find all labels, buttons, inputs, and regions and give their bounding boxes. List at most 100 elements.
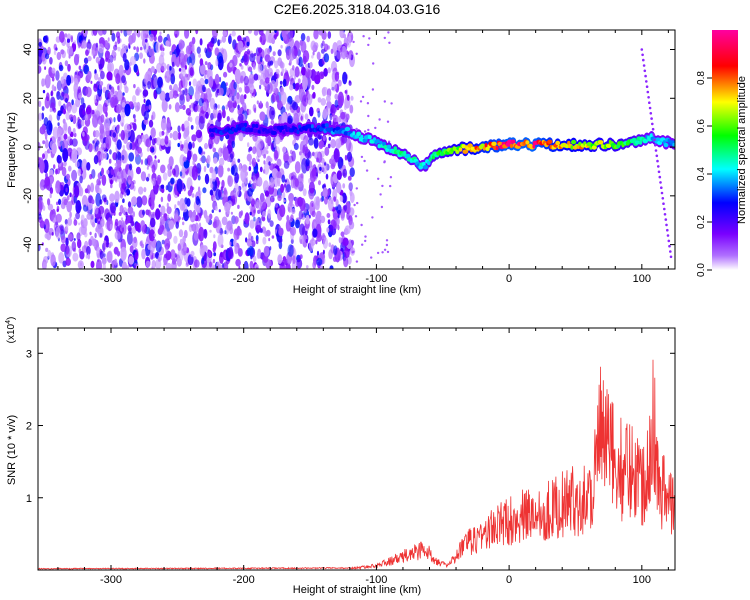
spectrogram-noise-blob [72, 114, 77, 125]
spectrogram-noise-blob [44, 74, 51, 89]
spectrogram-noise-blob [57, 142, 60, 147]
spectrogram-noise-blob [77, 42, 81, 49]
spectrogram-noise-blob [149, 242, 155, 253]
spectrogram-noise-blob [86, 245, 91, 256]
spectrogram-noise-blob [317, 97, 322, 103]
spectrogram-noise-blob [344, 90, 347, 94]
spectrogram-noise-blob [47, 198, 51, 206]
spectrogram-noise-blob [71, 103, 78, 114]
spectrogram-noise-blob [110, 202, 117, 214]
colorbar-tick-label: 0.0 [696, 263, 707, 277]
spectrogram-noise-blob [191, 134, 197, 142]
spectrogram-streak-point [660, 186, 663, 189]
spectrogram-noise-blob [333, 245, 338, 256]
spectrogram-noise-blob [244, 85, 250, 94]
spectrogram-noise-blob [298, 210, 304, 220]
spectrogram-noise-blob [348, 53, 352, 59]
spectrogram-noise-blob [274, 135, 281, 145]
spectrogram-ridge-point [510, 139, 516, 144]
spectrogram-noise-blob [257, 136, 261, 143]
spectrogram-noise-blob [336, 204, 342, 215]
spectrogram-noise-blob [174, 102, 180, 113]
spectrogram-noise-blob [183, 120, 190, 130]
spectrogram-noise-blob [225, 104, 229, 110]
y-tick-label: -20 [22, 188, 34, 204]
spectrogram-ridge-point [591, 145, 597, 150]
spectrogram-noise-blob [149, 217, 156, 228]
spectrogram-noise-blob [176, 47, 180, 56]
spectrogram-noise-blob [150, 196, 155, 206]
spectrogram-noise-blob [106, 169, 110, 175]
spectrogram-streak-point [661, 197, 665, 200]
spectrogram-ridge-point [405, 153, 411, 159]
spectrogram-noise-blob [302, 233, 308, 248]
spectrogram-noise-blob [264, 54, 271, 63]
spectrogram-noise-blob [223, 71, 228, 78]
spectrogram-noise-blob [84, 231, 88, 238]
spectrogram-noise-blob [267, 48, 271, 54]
spectrogram-noise-blob [67, 233, 73, 241]
spectrogram-noise-blob [73, 238, 76, 241]
spectrogram-streak-point [645, 80, 648, 83]
snr-panel: -300 -200 -100 0 100 1 2 3 Height of straight l… [5, 317, 676, 596]
spectrogram-noise-blob [346, 54, 349, 60]
spectrogram-noise-blob [236, 231, 240, 240]
spectrogram-noise-blob [75, 200, 82, 214]
spectrogram-noise-blob [147, 81, 152, 89]
spectrogram-noise-blob [200, 155, 206, 164]
spectrogram-ridge-point [642, 139, 648, 144]
spectrogram-noise-blob [259, 84, 262, 90]
colorbar-label: Normalized spectral amplitude [736, 76, 748, 224]
spectrogram-noise-blob [198, 146, 203, 155]
spectrogram-noise-blob [49, 193, 52, 199]
spectrogram-noise-blob [173, 235, 178, 244]
spectrogram-noise-blob [243, 53, 248, 63]
spectrogram-noise-blob [93, 83, 98, 92]
spectrogram-noise-blob [251, 176, 254, 180]
spectrogram-noise-blob [44, 139, 49, 149]
spectrogram-noise-blob [86, 41, 92, 50]
spectrogram-noise-blob [38, 141, 41, 151]
spectrogram-noise-blob [244, 212, 250, 225]
spectrogram-noise-blob [152, 177, 156, 187]
spectrogram-noise-blob [208, 137, 213, 150]
spectrogram-noise-blob [159, 90, 166, 101]
spectrogram-noise-blob [213, 264, 216, 269]
spectrogram-noise-blob [68, 165, 72, 172]
spectrogram-noise-blob [38, 100, 42, 108]
spectrogram-noise-blob [320, 265, 324, 269]
spectrogram-noise-blob [295, 219, 300, 229]
spectrogram-noise-blob [285, 102, 291, 111]
spectrogram-noise-blob [95, 140, 100, 145]
spectrogram-noise-blob [383, 161, 386, 164]
spectrogram-noise-blob [124, 45, 129, 50]
spectrogram-noise-blob [215, 91, 219, 98]
spectrogram-noise-blob [126, 231, 133, 246]
spectrogram-noise-blob [80, 223, 86, 235]
spectrogram-noise-blob [117, 89, 123, 102]
spectrogram-noise-blob [367, 43, 370, 47]
y-tick-label: 40 [22, 43, 34, 55]
spectrogram-noise-blob [267, 156, 270, 161]
spectrogram-ridge-point [367, 134, 372, 140]
spectrogram-noise-blob [114, 190, 120, 203]
spectrogram-noise-blob [95, 192, 102, 207]
spectrogram-noise-blob [231, 30, 236, 37]
spectrogram-noise-blob [184, 87, 188, 96]
spectrogram-noise-blob [235, 93, 241, 104]
spectrogram-noise-blob [50, 91, 53, 97]
spectrogram-noise-blob [321, 195, 325, 202]
spectrogram-noise-blob [349, 192, 355, 204]
x-tick-label: -300 [100, 574, 122, 586]
spectrogram-noise-blob [354, 215, 358, 218]
spectrogram-noise-blob [77, 54, 80, 60]
spectrogram-noise-blob [131, 226, 137, 234]
spectrogram-noise-blob [99, 125, 105, 136]
spectrogram-noise-blob [312, 51, 315, 56]
spectrogram-noise-blob [233, 81, 238, 90]
spectrogram-noise-blob [43, 150, 48, 160]
spectrogram-noise-blob [388, 41, 391, 44]
spectrogram-noise-blob [346, 151, 353, 162]
spectrogram-noise-blob [255, 224, 262, 233]
spectrogram-noise-blob [160, 164, 166, 174]
